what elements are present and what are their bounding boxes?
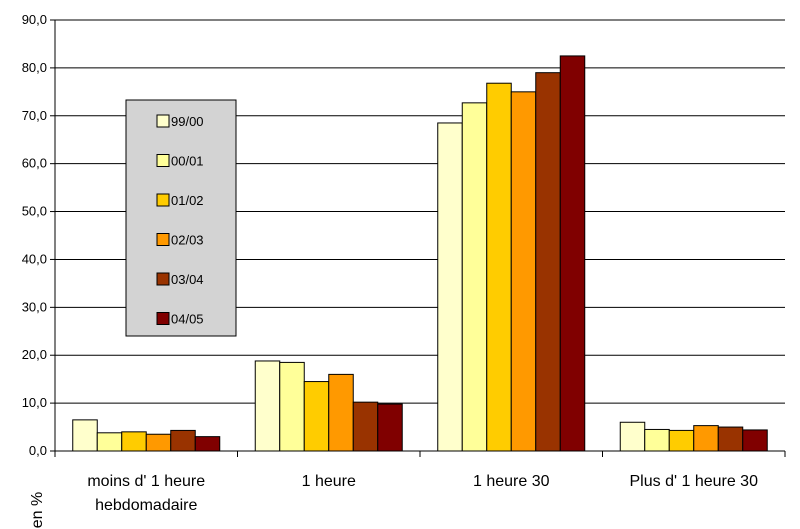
bar-03-04 [717, 426, 744, 452]
bar-04-05 [194, 436, 221, 452]
bar-02-03 [145, 433, 172, 452]
bar-99-00 [72, 419, 98, 452]
bar-03-04 [170, 429, 196, 452]
bar-00-01 [644, 428, 670, 452]
legend-swatch [156, 114, 170, 128]
legend-swatch [156, 154, 170, 167]
y-tick-label: 40,0 [22, 251, 47, 266]
bar-00-01 [96, 432, 123, 452]
y-axis-label: en % [29, 492, 46, 528]
legend-label: 02/03 [171, 233, 204, 248]
bar-04-05 [377, 403, 403, 452]
bar-01-02 [303, 381, 330, 452]
y-tick-label: 70,0 [22, 108, 47, 123]
bars [72, 55, 768, 452]
y-tick-labels: 0,0 10,0 20,0 30,0 40,0 50,0 60,0 70,0 80,0 90,0 [22, 12, 47, 458]
category-label: 1 heure [302, 473, 356, 490]
category-label: hebdomadaire [95, 497, 197, 514]
bar-04-05 [559, 55, 586, 452]
bar-01-02 [121, 431, 147, 452]
bar-02-03 [328, 373, 354, 452]
bar-01-02 [486, 82, 512, 452]
legend-label: 04/05 [171, 312, 204, 327]
bar-00-01 [279, 361, 305, 452]
y-tick-label: 0,0 [29, 443, 47, 458]
y-tick-label: 60,0 [22, 156, 47, 171]
bar-99-00 [254, 360, 281, 452]
legend-box [125, 99, 237, 337]
category-labels: moins d' 1 heure hebdomadaire 1 heure 1 heu… [87, 473, 758, 514]
legend-swatch [156, 193, 170, 207]
y-tick-label: 80,0 [22, 60, 47, 75]
bar-99-00 [437, 122, 463, 452]
legend-label: 99/00 [171, 114, 204, 129]
bar-99-00 [619, 421, 646, 452]
category-label: moins d' 1 heure [87, 473, 205, 490]
legend-label: 03/04 [171, 272, 204, 287]
axes [50, 19, 786, 457]
legend-label: 01/02 [171, 193, 204, 208]
legend-swatch [156, 312, 170, 325]
legend-swatch [156, 233, 170, 246]
legend-label: 00/01 [171, 154, 204, 169]
y-tick-label: 10,0 [22, 395, 47, 410]
bar-01-02 [668, 429, 695, 452]
category-label: 1 heure 30 [473, 473, 550, 490]
bar-02-03 [693, 425, 719, 452]
legend: 99/00 00/01 01/02 02/03 03/04 04/05 [125, 99, 237, 337]
category-label: Plus d' 1 heure 30 [630, 473, 759, 490]
bar-04-05 [742, 429, 768, 452]
bar-03-04 [535, 72, 561, 452]
y-tick-label: 20,0 [22, 347, 47, 362]
bar-00-01 [461, 102, 488, 452]
y-tick-label: 30,0 [22, 299, 47, 314]
legend-swatch [156, 272, 170, 286]
y-tick-label: 90,0 [22, 12, 47, 27]
y-tick-label: 50,0 [22, 204, 47, 219]
bar-03-04 [352, 401, 379, 452]
bar-02-03 [510, 91, 537, 452]
